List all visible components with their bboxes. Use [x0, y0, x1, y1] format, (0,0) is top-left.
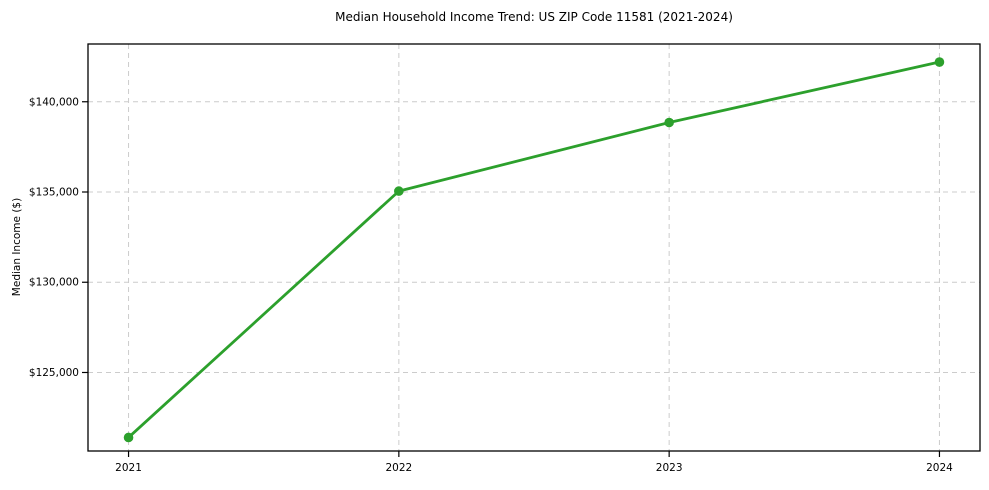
- chart-title: Median Household Income Trend: US ZIP Co…: [335, 10, 733, 24]
- data-point-marker: [664, 117, 674, 128]
- y-tick-label: $125,000: [29, 367, 79, 379]
- tick-labels: 2021 2022 2023 2024 $125,000 $130,000 $135,000…: [29, 96, 953, 474]
- data-point-marker: [123, 432, 134, 443]
- series-line: [127, 60, 940, 439]
- data-point-marker: [934, 57, 945, 67]
- axes: [82, 43, 981, 457]
- x-tick-label: 2022: [385, 462, 412, 474]
- x-tick-label: 2024: [926, 462, 953, 474]
- plot-border: [87, 43, 981, 452]
- x-tick-label: 2023: [656, 462, 683, 474]
- gridlines: [88, 44, 980, 451]
- data-series: [123, 57, 945, 443]
- y-axis-label: Median Income ($): [11, 198, 23, 296]
- y-tick-label: $130,000: [29, 277, 79, 289]
- y-tick-label: $135,000: [29, 187, 79, 199]
- y-tick-label: $140,000: [29, 96, 79, 108]
- data-point-marker: [394, 186, 404, 196]
- x-tick-label: 2021: [115, 462, 142, 474]
